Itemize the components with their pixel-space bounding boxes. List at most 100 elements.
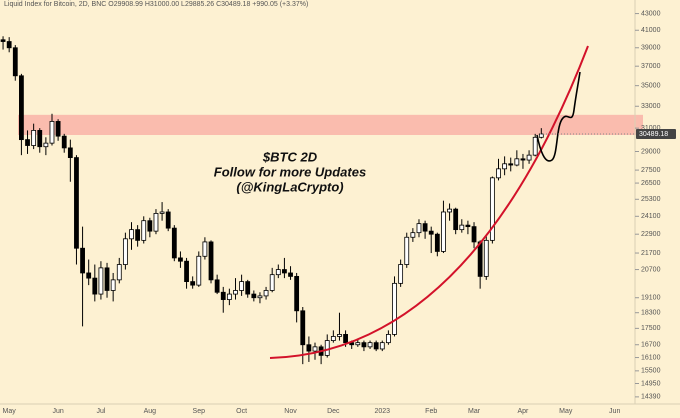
- candle-body: [453, 208, 459, 231]
- y-tick-label: 25300: [641, 196, 661, 203]
- y-tick-label: 27500: [641, 167, 661, 174]
- candle-body: [0, 39, 6, 42]
- candle-body: [410, 232, 416, 238]
- support-curve: [269, 45, 589, 359]
- candle-body: [306, 344, 312, 352]
- candle-layer: [0, 36, 544, 365]
- x-tick-label: Feb: [425, 408, 437, 415]
- candle-body: [19, 75, 24, 141]
- candle-body: [483, 239, 489, 277]
- candle-body: [110, 279, 116, 291]
- candle-body: [502, 163, 508, 170]
- y-tick-label: 14950: [641, 380, 661, 387]
- candle-body: [129, 229, 134, 240]
- x-tick-label: May: [3, 408, 17, 415]
- x-tick-label: Dec: [327, 408, 340, 415]
- candle-body: [178, 257, 183, 262]
- candle-body: [233, 290, 238, 295]
- candle-body: [385, 334, 391, 344]
- candle-body: [43, 142, 49, 148]
- y-tick-label: 24100: [641, 213, 661, 220]
- candle-body: [122, 238, 128, 265]
- last-price-label: 30489.18: [639, 131, 668, 138]
- candle-body: [343, 334, 348, 344]
- candle-body: [86, 272, 92, 279]
- candle-body: [116, 264, 122, 281]
- candle-body: [471, 226, 477, 243]
- resistance-zone: [18, 114, 643, 135]
- candle-body: [373, 342, 379, 350]
- candle-body: [398, 264, 404, 284]
- candle-body: [508, 163, 514, 166]
- candle-body: [251, 293, 257, 299]
- candle-body: [441, 211, 446, 252]
- y-tick-label: 16700: [641, 342, 661, 349]
- candle-body: [12, 47, 18, 77]
- candle-body: [165, 211, 171, 229]
- x-tick-label: 2023: [374, 408, 390, 415]
- candle-body: [330, 336, 336, 341]
- candle-body: [520, 158, 526, 161]
- candle-body: [6, 41, 12, 49]
- x-tick-label: Oct: [236, 408, 247, 415]
- candle-body: [37, 130, 43, 148]
- x-tick-label: Mar: [468, 408, 481, 415]
- candle-body: [312, 346, 318, 352]
- candle-body: [245, 281, 251, 295]
- x-tick-label: Apr: [518, 408, 530, 415]
- candle-body: [104, 267, 110, 291]
- candle-body: [25, 139, 30, 146]
- candle-body: [135, 229, 141, 241]
- candle-body: [184, 260, 189, 283]
- subtitle: Follow for more Updates: [214, 164, 366, 179]
- candle-body: [171, 227, 177, 259]
- candle-body: [141, 220, 147, 241]
- x-tick-label: Jun: [609, 408, 620, 415]
- candle-body: [190, 281, 196, 286]
- candle-body: [80, 247, 85, 274]
- candle-body: [49, 121, 55, 144]
- candle-body: [337, 334, 342, 337]
- y-tick-label: 16100: [641, 354, 661, 361]
- x-tick-label: Jul: [96, 408, 105, 415]
- candle-body: [300, 310, 306, 346]
- x-tick-label: Sep: [193, 408, 206, 415]
- candle-body: [153, 213, 159, 232]
- candle-body: [282, 269, 287, 274]
- candle-body: [67, 147, 73, 158]
- candle-body: [514, 158, 520, 166]
- candle-body: [257, 295, 263, 299]
- candle-body: [31, 130, 37, 146]
- y-tick-label: 43000: [641, 10, 661, 17]
- candle-body: [496, 168, 501, 179]
- y-tick-label: 31000: [641, 125, 661, 132]
- candle-body: [220, 291, 226, 300]
- y-tick-label: 29000: [641, 148, 661, 155]
- candle-body: [355, 342, 361, 346]
- y-tick-label: 39000: [641, 45, 661, 52]
- candle-body: [208, 241, 214, 281]
- candle-body: [214, 279, 220, 293]
- y-tick-label: 15500: [641, 368, 661, 375]
- candle-body: [379, 342, 385, 350]
- y-tick-label: 21700: [641, 250, 661, 257]
- candle-body: [428, 230, 434, 235]
- candle-body: [269, 274, 275, 291]
- candle-body: [263, 290, 269, 297]
- candle-body: [459, 224, 465, 231]
- y-tick-label: 14390: [641, 394, 661, 401]
- candle-body: [98, 267, 104, 295]
- candle-body: [392, 282, 397, 335]
- candle-body: [294, 275, 300, 312]
- y-tick-label: 41000: [641, 27, 661, 34]
- candle-body: [404, 236, 410, 265]
- x-tick-label: Aug: [144, 408, 157, 415]
- candle-body: [74, 157, 79, 249]
- candle-body: [477, 241, 483, 277]
- y-tick-label: 20700: [641, 266, 661, 273]
- candle-body: [367, 342, 373, 348]
- header: Liquid Index for Bitcoin, 2D, BNC O29908…: [4, 1, 308, 8]
